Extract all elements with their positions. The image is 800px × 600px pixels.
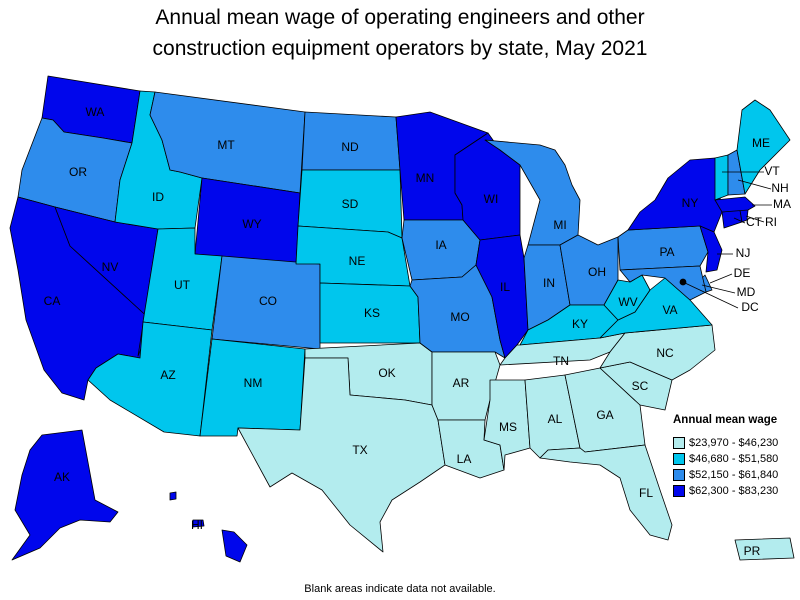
state-label-md: MD — [737, 285, 756, 299]
state-ar — [431, 351, 501, 421]
leader-line-ct — [733, 217, 746, 224]
state-nj — [699, 225, 723, 273]
state-label-co: CO — [259, 294, 277, 308]
state-label-nm: NM — [244, 376, 263, 390]
state-label-ak: AK — [54, 470, 70, 484]
state-label-oh: OH — [588, 265, 606, 279]
state-label-ky: KY — [572, 317, 588, 331]
state-label-mn: MN — [416, 171, 435, 185]
state-label-nd: ND — [341, 140, 359, 154]
state-hi — [169, 491, 248, 563]
state-mo — [409, 264, 506, 359]
legend-item-bin-4: $62,300 - $83,230 — [673, 483, 800, 499]
state-label-va: VA — [662, 303, 677, 317]
state-label-me: ME — [752, 136, 770, 150]
legend-swatch — [673, 453, 685, 465]
legend: Annual mean wage $23,970 - $46,230 $46,6… — [673, 414, 800, 499]
state-label-dc: DC — [741, 300, 759, 314]
legend-label: $23,970 - $46,230 — [689, 437, 779, 449]
state-label-la: LA — [457, 452, 472, 466]
state-label-ri: RI — [765, 215, 777, 229]
state-label-mo: MO — [450, 310, 469, 324]
state-me — [736, 99, 791, 195]
state-tx — [237, 357, 446, 553]
state-label-nc: NC — [656, 346, 674, 360]
state-label-ca: CA — [44, 294, 61, 308]
legend-label: $52,150 - $61,840 — [689, 469, 779, 481]
legend-swatch — [673, 437, 685, 449]
leader-line-de — [709, 273, 733, 284]
state-label-ok: OK — [378, 366, 395, 380]
legend-label: $62,300 - $83,230 — [689, 485, 779, 497]
legend-swatch — [673, 469, 685, 481]
state-label-ia: IA — [435, 238, 446, 252]
state-label-ar: AR — [453, 376, 470, 390]
state-vt — [714, 154, 729, 201]
leader-line-md — [701, 284, 736, 294]
state-ma — [714, 196, 756, 213]
state-pr — [734, 537, 795, 561]
legend-item-bin-2: $46,680 - $51,580 — [673, 451, 800, 467]
state-label-tx: TX — [352, 443, 367, 457]
state-ny — [627, 157, 723, 233]
state-label-mi: MI — [553, 218, 566, 232]
map-title: Annual mean wage of operating engineers … — [0, 2, 800, 64]
state-label-ne: NE — [349, 254, 366, 268]
legend-label: $46,680 - $51,580 — [689, 453, 779, 465]
state-label-or: OR — [69, 165, 87, 179]
footnote: Blank areas indicate data not available. — [304, 583, 496, 595]
state-label-ma: MA — [773, 197, 791, 211]
state-label-mt: MT — [217, 138, 235, 152]
legend-title: Annual mean wage — [673, 414, 778, 426]
state-label-wa: WA — [86, 105, 105, 119]
state-label-wy: WY — [242, 217, 261, 231]
state-label-ny: NY — [682, 196, 699, 210]
leader-line-nh — [737, 179, 772, 190]
state-label-pr: PR — [744, 544, 761, 558]
state-label-il: IL — [500, 280, 510, 294]
state-label-sd: SD — [342, 197, 359, 211]
map-title-line-2: construction equipment operators by stat… — [152, 37, 648, 60]
leader-line-ri — [745, 215, 765, 223]
legend-swatch — [673, 485, 685, 497]
state-label-nh: NH — [771, 181, 788, 195]
state-label-wi: WI — [484, 192, 499, 206]
state-label-in: IN — [543, 276, 555, 290]
legend-item-bin-3: $52,150 - $61,840 — [673, 467, 800, 483]
state-fl — [539, 444, 673, 541]
state-label-de: DE — [734, 266, 751, 280]
state-az — [87, 321, 213, 437]
state-label-pa: PA — [659, 245, 674, 259]
state-ak — [11, 429, 119, 561]
state-label-hi: HI — [191, 518, 203, 532]
state-label-ms: MS — [499, 420, 517, 434]
state-label-id: ID — [152, 190, 164, 204]
state-label-ga: GA — [596, 408, 613, 422]
state-label-fl: FL — [639, 486, 653, 500]
state-label-nv: NV — [102, 260, 119, 274]
dc-marker — [679, 278, 687, 286]
state-label-al: AL — [548, 412, 563, 426]
state-label-az: AZ — [160, 368, 175, 382]
state-label-tn: TN — [553, 354, 569, 368]
state-label-vt: VT — [764, 164, 780, 178]
state-wv — [603, 274, 651, 321]
leader-line-dc — [684, 282, 739, 309]
state-label-ct: CT — [746, 215, 763, 229]
state-label-sc: SC — [632, 379, 649, 393]
state-label-ks: KS — [364, 306, 380, 320]
state-md — [619, 265, 707, 301]
map-title-line-1: Annual mean wage of operating engineers … — [155, 6, 645, 29]
state-label-nj: NJ — [736, 246, 751, 260]
state-ct — [721, 209, 743, 229]
state-label-ut: UT — [174, 278, 191, 292]
legend-item-bin-1: $23,970 - $46,230 — [673, 435, 800, 451]
state-label-wv: WV — [618, 295, 637, 309]
